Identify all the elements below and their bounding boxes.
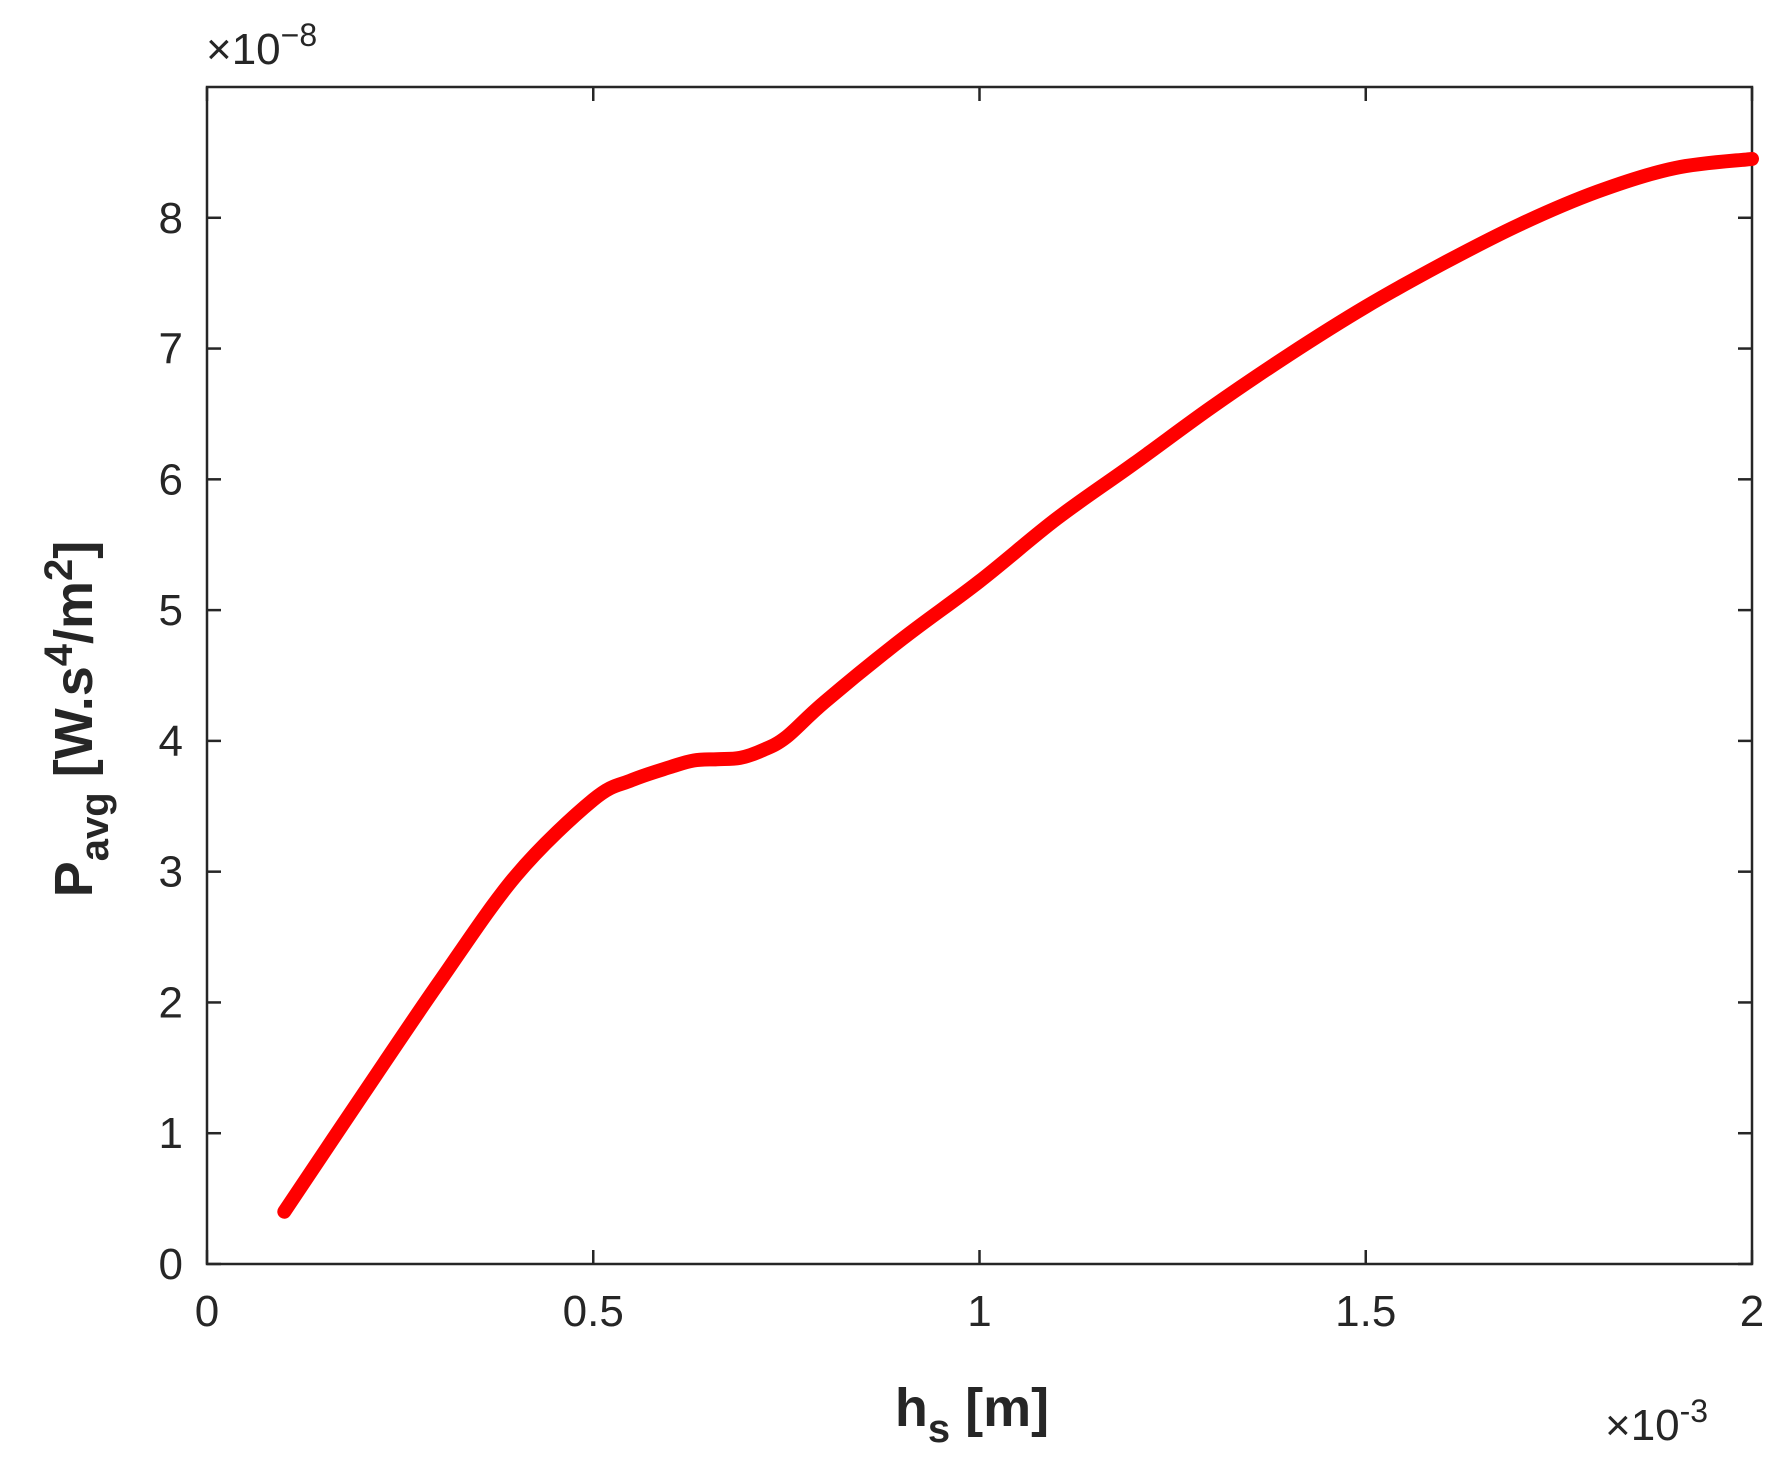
y-title-mid: /m [44, 581, 104, 644]
y-title-sup1: 4 [37, 643, 81, 666]
series-layer [277, 151, 1759, 1219]
x-title-sub: s [928, 1407, 950, 1451]
x-tick-label: 1 [967, 1287, 991, 1336]
y-tick-label: 3 [159, 848, 183, 897]
x-title-main: h [895, 1378, 928, 1438]
x-tick-label: 2 [1740, 1287, 1764, 1336]
y-tick-label: 2 [159, 978, 183, 1027]
plot-box [205, 85, 1754, 1266]
x-exponent-prefix: ×10 [1605, 1401, 1680, 1450]
plot-area [205, 85, 1754, 1266]
y-tick-label: 5 [159, 586, 183, 635]
y-title-main: P [44, 861, 104, 897]
x-exponent-power: -3 [1680, 1393, 1708, 1429]
y-title-unit-pre: [W.s [44, 666, 104, 792]
y-title-sup2: 2 [37, 559, 81, 581]
y-title-sub: avg [73, 792, 117, 861]
y-tick-label: 6 [159, 455, 183, 504]
x-tick-label: 0 [195, 1287, 219, 1336]
y-exponent-prefix: ×10 [206, 25, 281, 74]
y-tick-label: 8 [159, 194, 183, 243]
y-tick-label: 1 [159, 1109, 183, 1158]
x-axis-title: hs [m] [895, 1378, 1049, 1451]
y-tick-label: 7 [159, 325, 183, 374]
y-axis-title: Pavg [W.s4/m2] [37, 541, 117, 898]
y-tick-label: 4 [159, 717, 183, 766]
x-tick-label: 0.5 [563, 1287, 624, 1336]
y-axis-exponent: ×10−8 [206, 17, 317, 74]
y-title-unit-post: ] [44, 541, 104, 559]
tick-layer: 0 0.5 1 1.5 2 0 1 2 3 4 5 6 7 8 [159, 87, 1764, 1336]
y-exponent-power: −8 [281, 17, 317, 53]
y-tick-label: 0 [159, 1240, 183, 1289]
series-line [277, 151, 1759, 1219]
x-axis-exponent: ×10-3 [1605, 1393, 1708, 1450]
x-tick-label: 1.5 [1335, 1287, 1396, 1336]
x-title-unit: [m] [950, 1378, 1049, 1438]
